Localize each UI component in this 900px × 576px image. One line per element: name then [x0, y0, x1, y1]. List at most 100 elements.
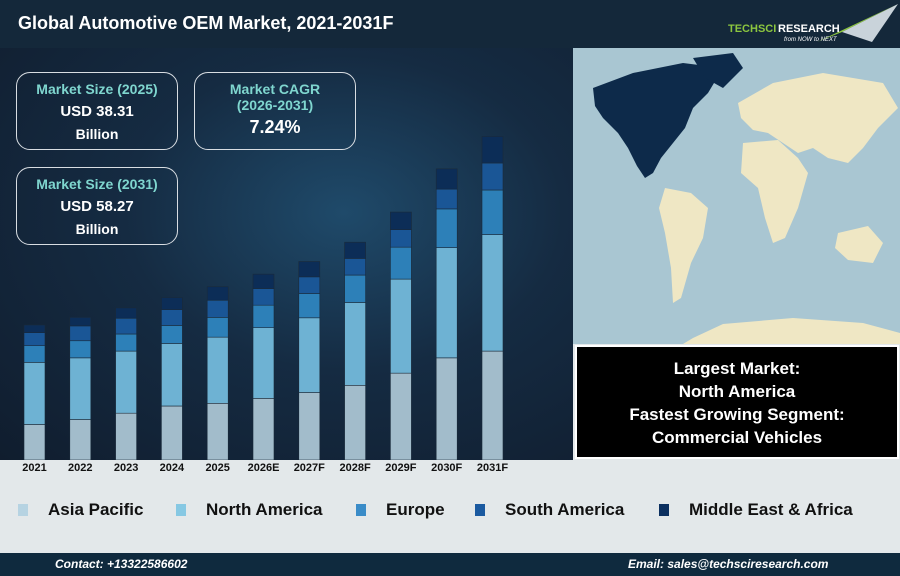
- bar-segment-south-america-2029f: [390, 229, 412, 248]
- bar-segment-south-america-2031f: [481, 162, 504, 191]
- bar-segment-europe-2024: [161, 325, 183, 344]
- contact-phone: Contact: +13322586602: [55, 557, 188, 571]
- kpi-unit: Billion: [75, 221, 119, 237]
- bar-segment-south-america-2024: [161, 309, 183, 326]
- x-tick-label: 2021: [22, 462, 47, 474]
- page-title: Global Automotive OEM Market, 2021-2031F: [18, 13, 394, 33]
- bar-segment-asia-pacific-2022: [69, 419, 92, 460]
- bar-segment-middle-east-africa-2030f: [435, 168, 458, 190]
- legend-item: Middle East & Africa: [659, 500, 853, 520]
- bar-segment-middle-east-africa-2029f: [390, 211, 412, 230]
- kpi-market-cagr: Market CAGR (2026-2031) 7.24%: [194, 72, 356, 150]
- x-tick-label: 2030F: [431, 462, 463, 474]
- bar-segment-north-america-2028f: [344, 302, 366, 386]
- bar-segment-asia-pacific-2026e: [252, 398, 275, 460]
- x-tick-label: 2022: [68, 462, 93, 474]
- svg-text:TECHSCI: TECHSCI: [728, 23, 776, 35]
- legend-item: North America: [176, 500, 323, 520]
- bar-segment-north-america-2021: [23, 362, 46, 425]
- bar-segment-south-america-2027f: [298, 276, 321, 294]
- x-axis: 2021 2022 2023 2024 2025 2026E 2027F 2028F 2029F…: [0, 460, 573, 478]
- legend-label: Asia Pacific: [48, 500, 144, 519]
- bar-segment-north-america-2030f: [435, 247, 458, 359]
- bar-segment-europe-2028f: [344, 274, 366, 303]
- bar-segment-middle-east-africa-2021: [23, 324, 46, 333]
- bar-segment-asia-pacific-2024: [161, 405, 183, 460]
- map-north-america: [593, 63, 723, 178]
- bar-segment-asia-pacific-2028f: [344, 384, 366, 460]
- bar-segment-middle-east-africa-2023: [115, 307, 137, 319]
- bar-segment-south-america-2026e: [252, 288, 275, 306]
- bar-segment-europe-2031f: [481, 189, 504, 235]
- bar-segment-south-america-2021: [23, 332, 46, 346]
- bar-segment-south-america-2023: [115, 317, 137, 335]
- bar-segment-south-america-2030f: [435, 188, 458, 210]
- stacked-bar-chart: [23, 136, 504, 460]
- kpi-value: USD 58.27: [60, 198, 134, 215]
- map-africa: [741, 140, 808, 243]
- bar-segment-asia-pacific-2025: [206, 402, 229, 460]
- largest-market-value: North America: [678, 382, 796, 401]
- legend-swatch: [659, 504, 669, 516]
- bar-segment-europe-2022: [69, 340, 92, 359]
- x-tick-label: 2027F: [293, 462, 325, 474]
- bar-segment-south-america-2022: [69, 325, 92, 342]
- bar-segment-europe-2030f: [435, 208, 458, 248]
- legend-label: Europe: [386, 500, 445, 519]
- legend-item: Europe: [356, 500, 445, 520]
- legend-item: Asia Pacific: [18, 500, 143, 520]
- bar-segment-north-america-2026e: [252, 327, 275, 399]
- bar-segment-north-america-2022: [69, 357, 92, 420]
- map-antarctica: [683, 318, 900, 344]
- kpi-label: Market Size (2025): [36, 81, 158, 97]
- bar-segment-north-america-2024: [161, 343, 183, 407]
- chart-legend: Asia Pacific North America Europe South Ame…: [0, 500, 900, 524]
- contact-email: Email: sales@techsciresearch.com: [628, 557, 829, 571]
- bar-segment-asia-pacific-2030f: [435, 357, 458, 460]
- x-tick-label: 2023: [113, 462, 139, 474]
- legend-swatch: [176, 504, 186, 516]
- bar-segment-asia-pacific-2031f: [481, 350, 504, 460]
- legend-item: South America: [475, 500, 624, 520]
- legend-label: South America: [505, 500, 625, 519]
- bar-segment-middle-east-africa-2022: [69, 317, 92, 327]
- legend-swatch: [18, 504, 28, 516]
- kpi-market-size-2031: Market Size (2031) USD 58.27 Billion: [16, 167, 178, 245]
- techsci-logo: TECHSCI RESEARCH from NOW to NEXT: [728, 4, 898, 43]
- map-south-america: [659, 188, 708, 303]
- bar-segment-north-america-2025: [206, 336, 229, 404]
- legend-label: North America: [206, 500, 323, 519]
- bar-segment-north-america-2023: [115, 350, 137, 414]
- legend-label: Middle East & Africa: [689, 500, 853, 519]
- bar-segment-south-america-2025: [206, 299, 229, 318]
- chart-area: Market Size (2025) USD 38.31 Billion Mar…: [0, 48, 573, 460]
- bar-segment-middle-east-africa-2027f: [298, 261, 321, 278]
- footer: Contact: +13322586602 Email: sales@techs…: [0, 553, 900, 576]
- kpi-value: 7.24%: [249, 117, 301, 137]
- bar-segment-europe-2021: [23, 345, 46, 363]
- kpi-value: USD 38.31: [60, 103, 134, 120]
- bar-segment-europe-2025: [206, 317, 229, 338]
- bar-segment-asia-pacific-2027f: [298, 392, 321, 460]
- kpi-label: Market Size (2031): [36, 176, 158, 192]
- world-map: [573, 48, 900, 344]
- svg-text:from NOW to NEXT: from NOW to NEXT: [784, 37, 838, 43]
- x-tick-label: 2026E: [247, 462, 280, 474]
- map-australia: [835, 226, 883, 263]
- kpi-label: Market CAGR (2026-2031): [229, 81, 321, 113]
- map-europe-asia: [738, 73, 898, 163]
- fastest-segment-label: Fastest Growing Segment:: [629, 405, 845, 424]
- fastest-segment-value: Commercial Vehicles: [651, 428, 823, 447]
- legend-swatch: [475, 504, 485, 516]
- bar-segment-asia-pacific-2023: [115, 412, 137, 460]
- x-tick-label: 2025: [205, 462, 230, 474]
- bar-segment-asia-pacific-2021: [23, 424, 46, 460]
- bar-segment-europe-2027f: [298, 293, 321, 319]
- bar-segment-europe-2029f: [390, 246, 412, 280]
- bar-segment-north-america-2027f: [298, 317, 321, 393]
- kpi-unit: Billion: [75, 126, 119, 142]
- bar-segment-europe-2023: [115, 333, 137, 352]
- bar-segment-north-america-2029f: [390, 278, 412, 374]
- map-greenland: [693, 53, 743, 88]
- x-tick-label: 2029F: [385, 462, 417, 474]
